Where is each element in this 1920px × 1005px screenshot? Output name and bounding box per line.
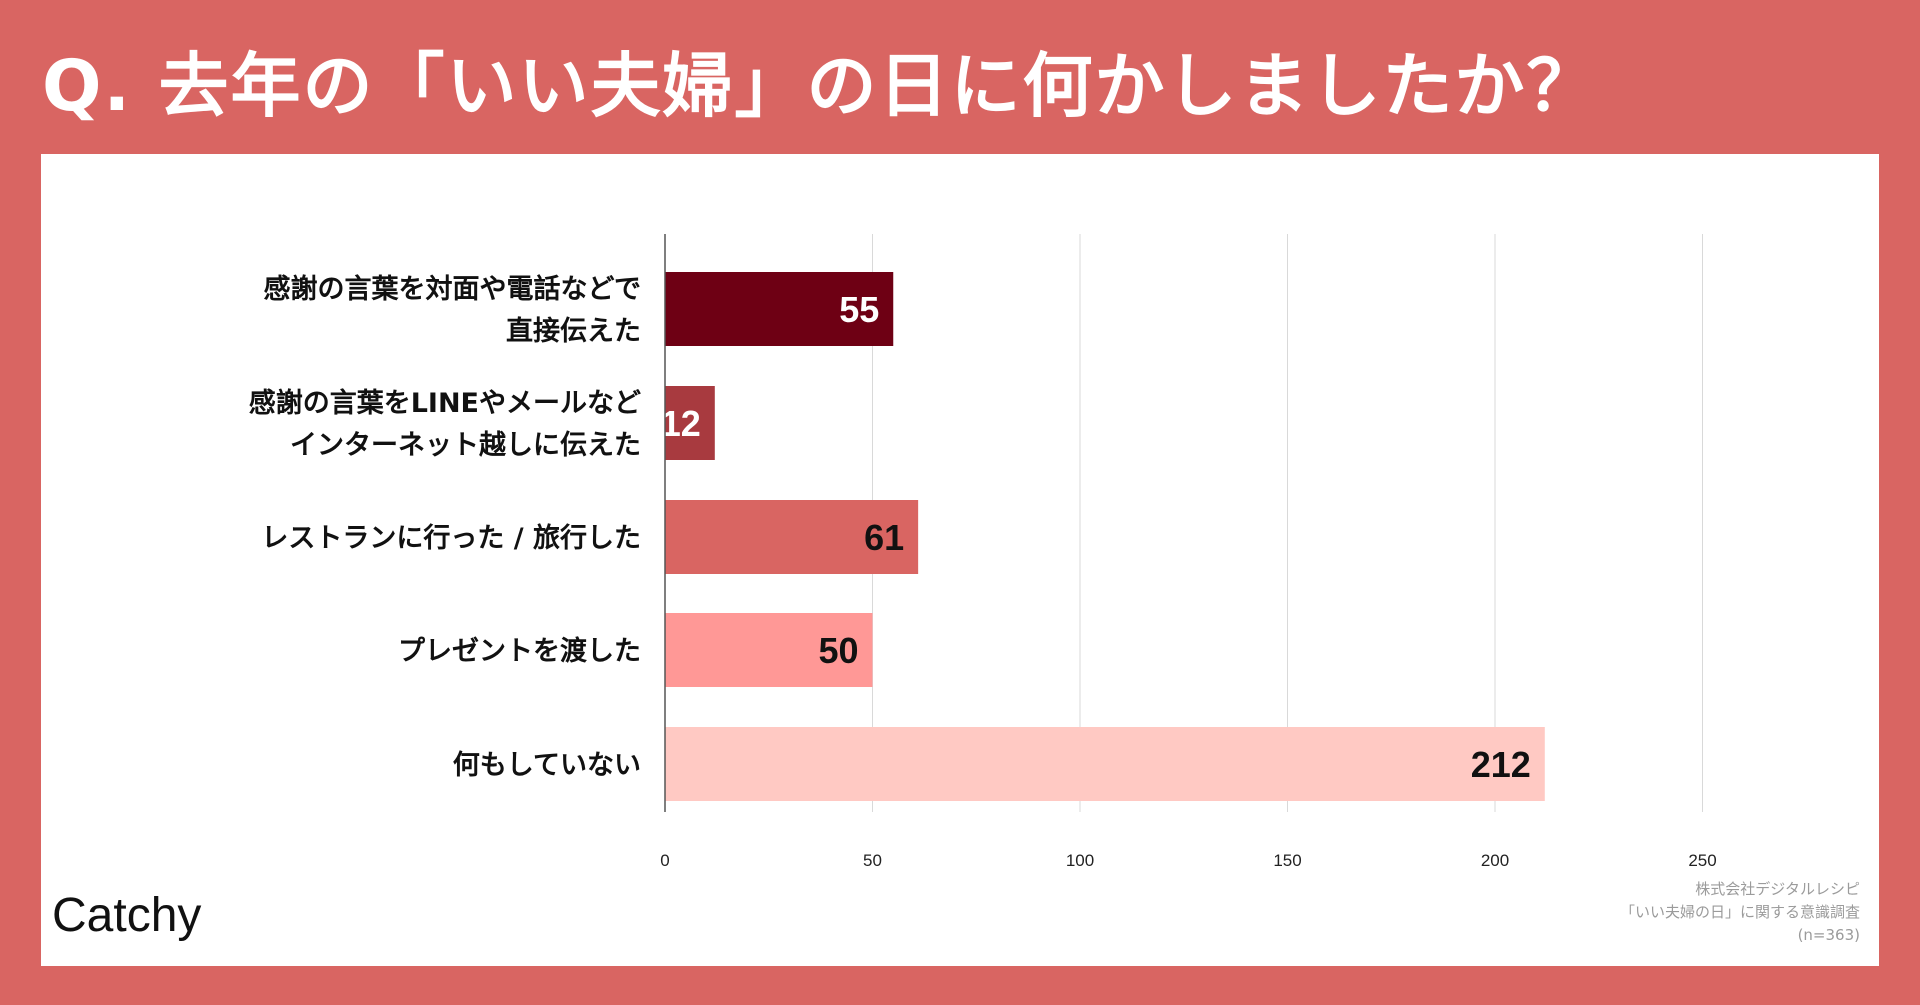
category-label: プレゼントを渡した xyxy=(398,635,641,667)
data-label: 212 xyxy=(1471,744,1531,785)
source-line-1: 株式会社デジタルレシピ xyxy=(1695,880,1860,898)
x-tick-label: 200 xyxy=(1481,851,1509,870)
data-label: 55 xyxy=(839,289,879,330)
brand-logo: Catchy xyxy=(52,889,202,942)
chart-panel: 0 50 100 150 200 250 55 感謝の言葉を対面や電話などで直接伝えた 12 感謝… xyxy=(41,154,1879,966)
source-line-3: (n=363) xyxy=(1797,926,1860,944)
x-tick-label: 0 xyxy=(660,851,669,870)
bar xyxy=(665,500,919,574)
bar xyxy=(665,727,1545,801)
bar xyxy=(665,272,894,346)
category-label: 何もしていない xyxy=(453,750,641,781)
category-label: 感謝の言葉をLINEやメールなど xyxy=(249,387,641,419)
bar xyxy=(665,386,715,460)
data-label: 50 xyxy=(818,630,858,671)
category-label: 直接伝えた xyxy=(506,316,641,347)
x-tick-label: 150 xyxy=(1273,851,1301,870)
data-label: 12 xyxy=(661,403,701,444)
bar xyxy=(665,613,873,687)
category-label: 感謝の言葉を対面や電話などで xyxy=(264,273,641,305)
source-note: 株式会社デジタルレシピ 「いい夫婦の日」に関する意識調査 (n=363) xyxy=(1620,878,1860,947)
page-title: Q. 去年の「いい夫婦」の日に何かしましたか？ xyxy=(42,45,1599,127)
source-line-2: 「いい夫婦の日」に関する意識調査 xyxy=(1619,903,1860,921)
x-tick-label: 250 xyxy=(1688,851,1716,870)
x-tick-label: 100 xyxy=(1066,851,1094,870)
x-tick-label: 50 xyxy=(863,851,882,870)
category-label: インターネット越しに伝えた xyxy=(290,430,641,461)
data-label: 61 xyxy=(864,517,904,558)
category-label: レストランに行った / 旅行した xyxy=(261,522,641,554)
